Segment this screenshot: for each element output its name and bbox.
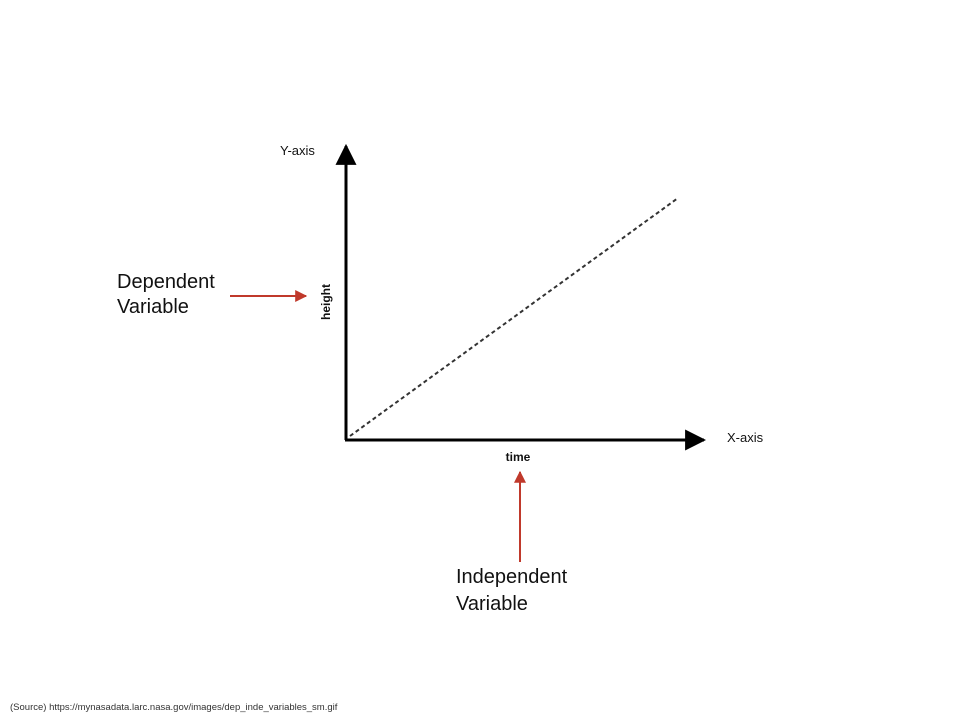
dependent-variable-label: Dependent Variable xyxy=(117,271,220,318)
y-variable-label: height xyxy=(319,284,333,320)
trend-line xyxy=(349,197,679,437)
independent-variable-label: Independent Variable xyxy=(456,566,573,615)
source-citation: (Source) https://mynasadata.larc.nasa.go… xyxy=(10,702,338,713)
independent-label-line-2: Variable xyxy=(456,593,528,615)
dependent-label-line-2: Variable xyxy=(117,296,189,318)
y-axis-title: Y-axis xyxy=(280,143,315,158)
x-axis-title: X-axis xyxy=(727,430,764,445)
x-variable-label: time xyxy=(506,450,531,464)
dependent-label-line-1: Dependent xyxy=(117,271,215,293)
independent-label-line-1: Independent xyxy=(456,566,568,588)
